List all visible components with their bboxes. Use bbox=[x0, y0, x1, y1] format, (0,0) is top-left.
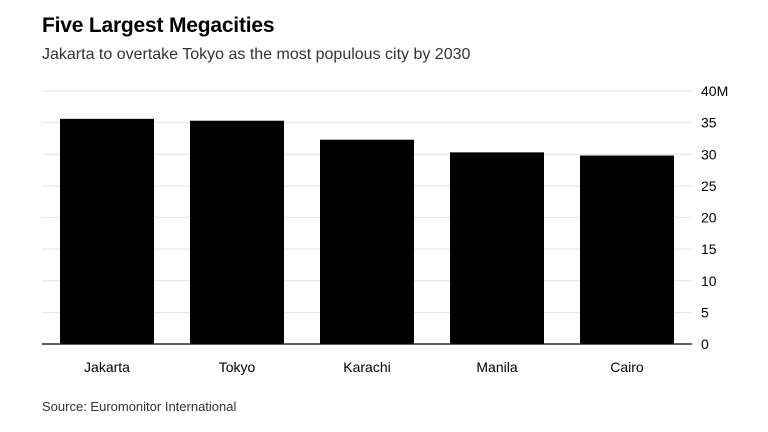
x-tick-label: Manila bbox=[476, 359, 517, 375]
chart-subtitle: Jakarta to overtake Tokyo as the most po… bbox=[42, 46, 471, 63]
y-tick-label: 0 bbox=[701, 336, 709, 352]
y-tick-label: 30 bbox=[701, 146, 717, 162]
x-tick-label: Tokyo bbox=[219, 359, 256, 375]
y-tick-label: 10 bbox=[701, 273, 717, 289]
bar-manila bbox=[450, 152, 544, 344]
x-tick-label: Jakarta bbox=[84, 359, 130, 375]
y-tick-label: 40M bbox=[701, 83, 728, 99]
y-tick-label: 25 bbox=[701, 178, 717, 194]
y-tick-label: 20 bbox=[701, 210, 717, 226]
bar-jakarta bbox=[60, 118, 154, 344]
bar-tokyo bbox=[190, 120, 284, 344]
x-tick-label: Karachi bbox=[343, 359, 390, 375]
y-tick-label: 15 bbox=[701, 241, 717, 257]
y-tick-label: 5 bbox=[701, 304, 709, 320]
y-tick-label: 35 bbox=[701, 115, 717, 131]
bar-cairo bbox=[580, 155, 674, 344]
x-tick-label: Cairo bbox=[610, 359, 644, 375]
chart-title: Five Largest Megacities bbox=[42, 14, 275, 37]
chart-source: Source: Euromonitor International bbox=[42, 399, 237, 414]
bar-karachi bbox=[320, 139, 414, 344]
